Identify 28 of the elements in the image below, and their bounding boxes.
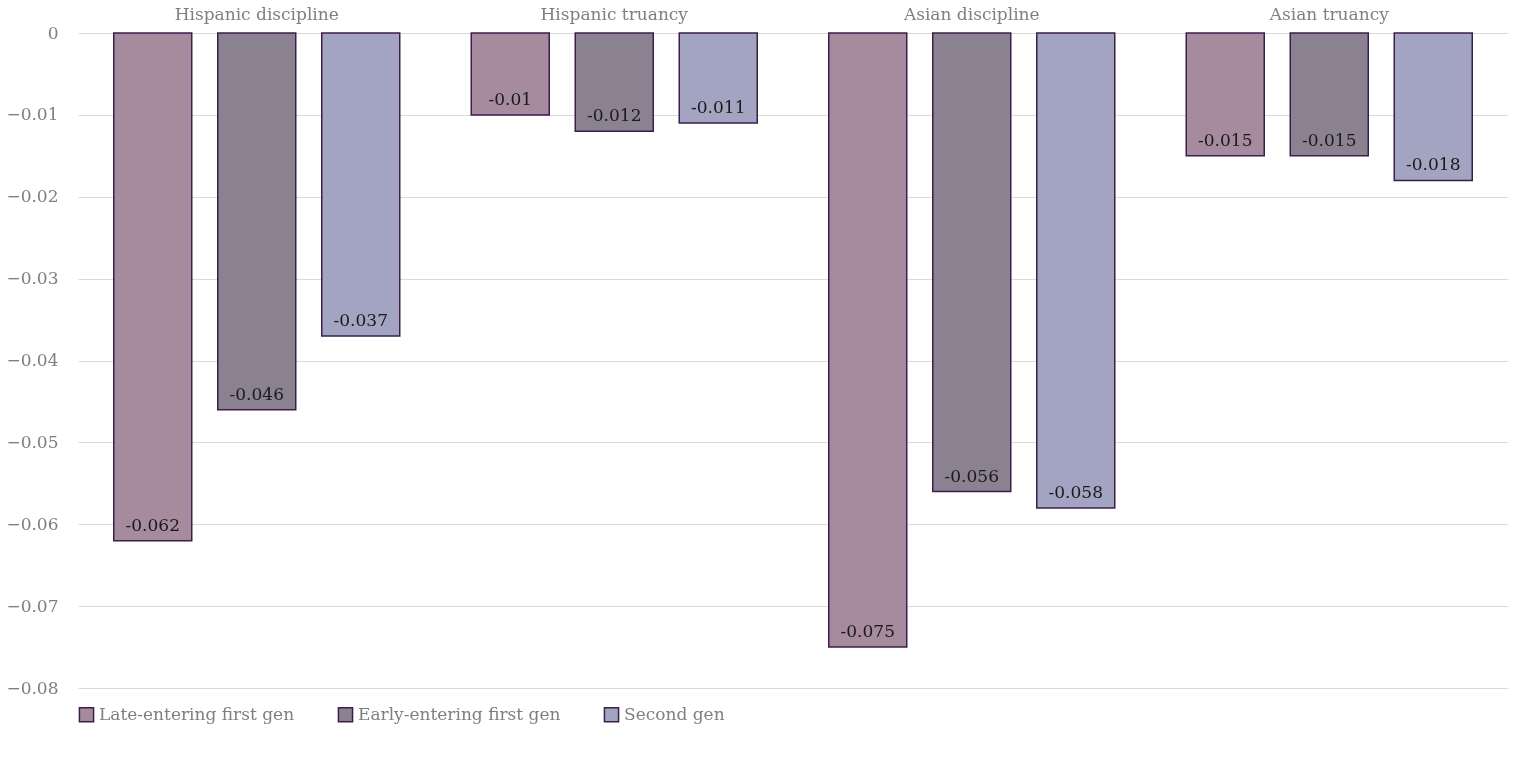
data-label: -0.056 [944,465,999,486]
y-tick-label: −0.06 [6,513,59,534]
y-tick-label: −0.02 [6,186,59,207]
y-tick-label: −0.01 [6,104,59,125]
legend-label: Late-entering first gen [99,703,295,724]
legend-label: Early-entering first gen [358,703,561,724]
data-label: -0.015 [1302,129,1357,150]
y-tick-label: −0.05 [6,431,59,452]
x-tick-label: Hispanic discipline [174,3,339,24]
data-label: -0.046 [229,383,284,404]
data-label: -0.018 [1406,154,1461,175]
x-tick-label: Asian discipline [902,3,1040,24]
y-tick-label: −0.07 [6,595,59,616]
y-tick-label: −0.04 [6,350,59,370]
x-tick-label: Asian truancy [1268,3,1390,24]
data-label: -0.012 [587,105,642,126]
data-label: -0.015 [1198,129,1253,150]
y-tick-label: −0.03 [6,268,59,289]
data-label: -0.011 [691,97,746,118]
legend-label: Second gen [624,703,725,724]
data-label: -0.062 [125,514,180,535]
x-tick-label: Hispanic truancy [540,3,689,24]
data-label: -0.01 [488,88,533,109]
y-tick-label: −0.08 [6,677,59,698]
data-label: -0.075 [840,621,895,642]
y-tick-label: 0 [47,22,59,43]
data-label: -0.058 [1048,481,1103,502]
data-label: -0.037 [333,309,388,330]
